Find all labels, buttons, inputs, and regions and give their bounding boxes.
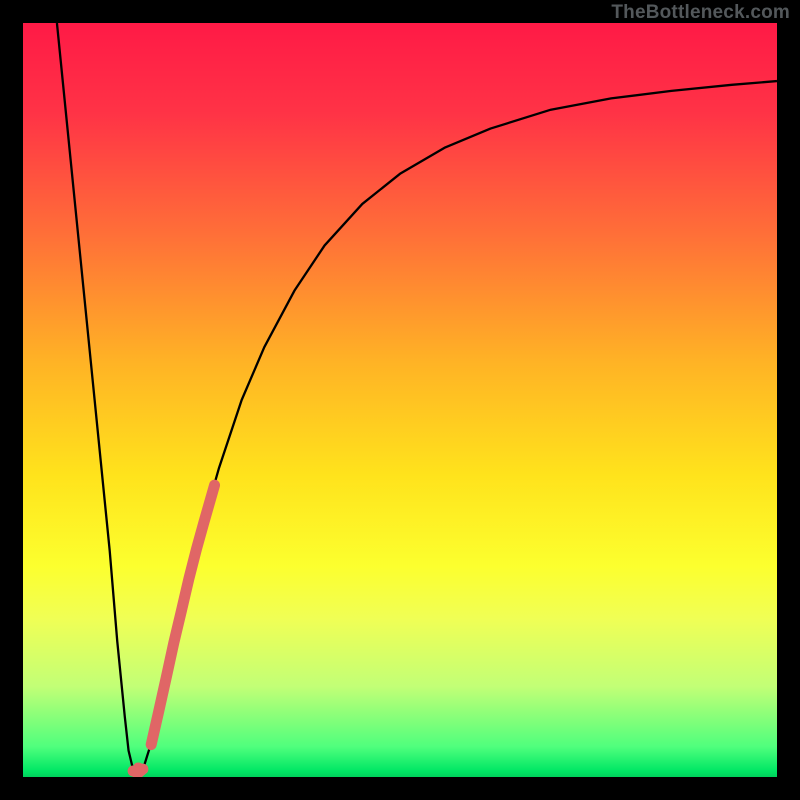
highlight-end-dot	[133, 762, 144, 773]
gradient-background	[23, 23, 777, 777]
plot-area	[23, 23, 777, 777]
chart-root: TheBottleneck.com	[0, 0, 800, 800]
watermark-text: TheBottleneck.com	[611, 2, 790, 24]
bottleneck-curve-chart	[23, 23, 777, 777]
